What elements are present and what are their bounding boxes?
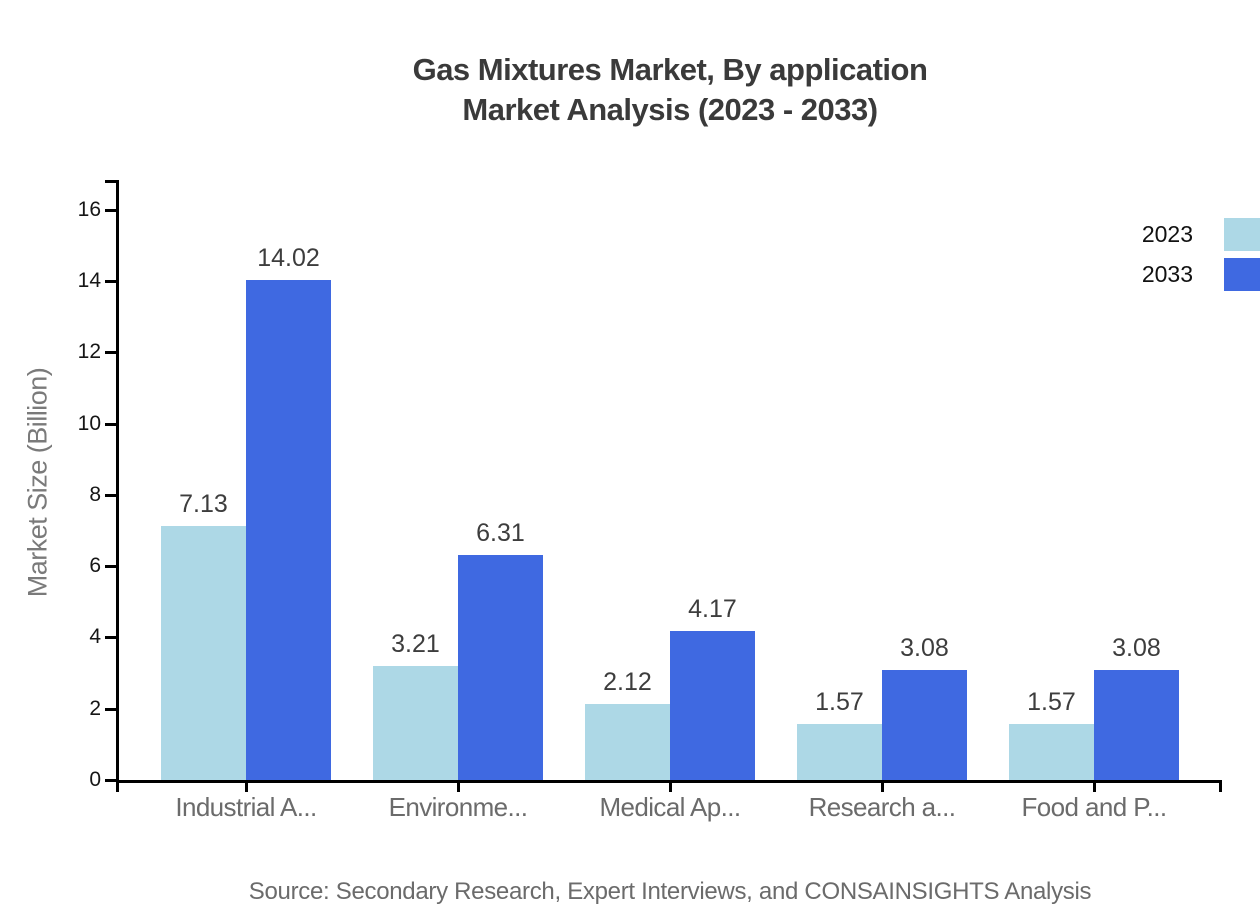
y-tick-mark [105, 422, 116, 426]
y-tick-label: 10 [77, 411, 101, 435]
chart-title-line2: Market Analysis (2023 - 2033) [462, 92, 878, 127]
bar-value-label: 3.08 [900, 634, 949, 663]
x-category-label: Research a... [808, 792, 956, 822]
bar-2033-4 [882, 670, 967, 780]
bar-2023-4 [797, 724, 882, 780]
legend-item-2023: 2023 [1142, 218, 1260, 251]
x-axis-spine [116, 780, 1222, 783]
bar-2023-1 [161, 525, 246, 780]
x-category-label: Medical Ap... [599, 792, 741, 822]
bar-value-label: 14.02 [257, 244, 320, 273]
x-category-label: Industrial A... [175, 792, 317, 822]
y-tick-mark [105, 779, 116, 782]
y-tick-mark [105, 636, 116, 640]
y-tick-label: 0 [89, 768, 101, 791]
bar-value-label: 2.12 [603, 668, 652, 697]
legend-item-2033: 2033 [1142, 258, 1260, 291]
x-tick-mark [1093, 783, 1096, 792]
y-tick-label: 16 [77, 197, 101, 221]
y-tick-label: 12 [77, 340, 101, 364]
y-tick-label: 4 [89, 625, 101, 649]
bar-2023-5 [1009, 724, 1094, 780]
x-tick-mark [457, 783, 460, 792]
y-tick-label: 14 [77, 269, 101, 293]
x-category-label: Environme... [388, 792, 528, 822]
source-attribution: Source: Secondary Research, Expert Inter… [248, 878, 1092, 905]
y-tick-label: 6 [89, 554, 101, 578]
y-tick-mark [105, 208, 116, 212]
bar-2023-3 [585, 704, 670, 780]
bar-2033-3 [670, 631, 755, 780]
bar-value-label: 1.57 [1027, 688, 1076, 717]
legend-swatch-icon [1224, 258, 1260, 291]
y-tick-label: 8 [89, 482, 101, 506]
legend: 2023 2033 [1142, 218, 1260, 298]
bar-2033-5 [1094, 670, 1179, 780]
y-tick-mark [105, 565, 116, 569]
x-category-label: Food and P... [1021, 792, 1168, 822]
y-tick-mark [105, 351, 116, 355]
bar-value-label: 1.57 [815, 688, 864, 717]
legend-label: 2033 [1141, 261, 1193, 287]
bar-2033-2 [458, 555, 543, 780]
chart-title-line1: Gas Mixtures Market, By application [412, 52, 928, 87]
bar-value-label: 3.08 [1112, 634, 1161, 663]
y-axis-endcap-tick [105, 180, 116, 183]
bar-2033-1 [246, 280, 331, 780]
y-tick-mark [105, 707, 116, 711]
x-axis-endcap-tick [1219, 780, 1222, 792]
y-tick-label: 2 [89, 696, 101, 720]
bar-value-label: 6.31 [476, 519, 525, 548]
x-tick-mark [881, 783, 884, 792]
x-tick-mark [245, 783, 248, 792]
y-axis-spine [116, 180, 119, 792]
y-tick-mark [105, 493, 116, 497]
x-tick-mark [669, 783, 672, 792]
bar-value-label: 7.13 [179, 489, 228, 518]
legend-swatch-icon [1224, 218, 1260, 251]
legend-label: 2023 [1141, 221, 1193, 247]
y-tick-mark [105, 280, 116, 284]
bar-value-label: 4.17 [688, 595, 737, 624]
bar-2023-2 [373, 665, 458, 780]
chart-title: Gas Mixtures Market, By application Mark… [118, 50, 1222, 130]
bar-value-label: 3.21 [391, 629, 440, 658]
